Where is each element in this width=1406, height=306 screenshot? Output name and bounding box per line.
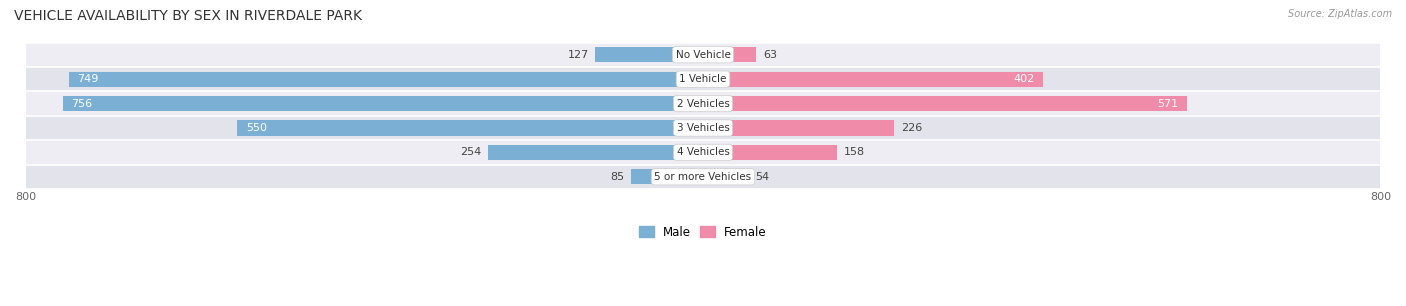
Text: 402: 402 [1014,74,1035,84]
Text: 5 or more Vehicles: 5 or more Vehicles [654,172,752,182]
Bar [631,169,703,185]
Text: 63: 63 [763,50,778,60]
Bar [25,116,1381,140]
Bar [703,121,894,136]
Text: 571: 571 [1157,99,1178,109]
Bar [69,72,703,87]
Text: 1 Vehicle: 1 Vehicle [679,74,727,84]
Text: 550: 550 [246,123,267,133]
Bar [238,121,703,136]
Text: 127: 127 [568,50,589,60]
Text: 3 Vehicles: 3 Vehicles [676,123,730,133]
Bar [63,96,703,111]
Legend: Male, Female: Male, Female [640,226,766,239]
Bar [703,96,1187,111]
Bar [703,72,1043,87]
Bar [25,165,1381,189]
Text: 756: 756 [72,99,93,109]
Bar [703,169,749,185]
Text: 85: 85 [610,172,624,182]
Text: 158: 158 [844,147,865,157]
Text: 2 Vehicles: 2 Vehicles [676,99,730,109]
Bar [488,145,703,160]
Text: 749: 749 [77,74,98,84]
Bar [25,140,1381,165]
Text: No Vehicle: No Vehicle [675,50,731,60]
Bar [703,47,756,62]
Text: VEHICLE AVAILABILITY BY SEX IN RIVERDALE PARK: VEHICLE AVAILABILITY BY SEX IN RIVERDALE… [14,9,363,23]
Bar [25,67,1381,91]
Bar [25,43,1381,67]
Text: Source: ZipAtlas.com: Source: ZipAtlas.com [1288,9,1392,19]
Text: 54: 54 [755,172,769,182]
Bar [25,91,1381,116]
Text: 226: 226 [901,123,922,133]
Text: 254: 254 [460,147,481,157]
Bar [703,145,837,160]
Text: 4 Vehicles: 4 Vehicles [676,147,730,157]
Bar [596,47,703,62]
